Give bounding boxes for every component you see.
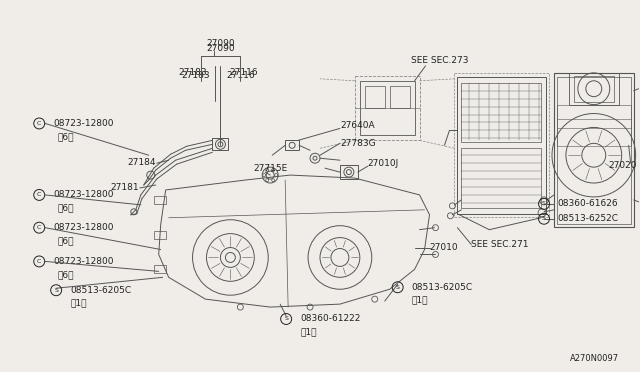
Text: 〈6〉: 〈6〉: [57, 236, 74, 245]
Text: C: C: [37, 192, 42, 198]
Bar: [458, 77, 546, 214]
Text: 27090: 27090: [206, 39, 235, 48]
Bar: [154, 196, 166, 204]
Text: 27116: 27116: [226, 71, 255, 80]
Bar: [569, 73, 619, 105]
Text: 08513-6205C: 08513-6205C: [412, 283, 473, 292]
Text: 〈6〉: 〈6〉: [57, 203, 74, 212]
Text: 〈1〉: 〈1〉: [412, 296, 428, 305]
Text: 27184: 27184: [127, 158, 156, 167]
Text: 27640A: 27640A: [340, 121, 374, 130]
Text: SEE SEC.273: SEE SEC.273: [411, 57, 468, 65]
Text: C: C: [37, 121, 42, 126]
Text: 08360-61222: 08360-61222: [300, 314, 360, 324]
Text: 27181: 27181: [110, 183, 139, 192]
Bar: [390, 86, 410, 108]
Bar: [154, 265, 166, 273]
Text: 27010J: 27010J: [368, 159, 399, 168]
Text: 〈6〉: 〈6〉: [57, 270, 74, 279]
Bar: [154, 231, 166, 238]
Bar: [557, 105, 630, 146]
Text: 27183: 27183: [179, 68, 207, 77]
Text: 08360-61626: 08360-61626: [557, 199, 618, 208]
Text: S: S: [396, 285, 399, 290]
Text: S: S: [284, 317, 288, 321]
Bar: [557, 77, 630, 224]
Text: S: S: [542, 201, 546, 206]
Text: 〈6〉: 〈6〉: [57, 132, 74, 141]
Text: A270N0097: A270N0097: [570, 354, 619, 363]
Text: S: S: [54, 288, 58, 293]
Text: 27090: 27090: [206, 44, 235, 52]
Bar: [554, 73, 634, 227]
Text: 08513-6205C: 08513-6205C: [70, 286, 131, 295]
Text: 〈1〉: 〈1〉: [300, 327, 317, 336]
Text: S: S: [542, 216, 546, 221]
Text: 08513-6252C: 08513-6252C: [557, 214, 618, 223]
Text: 27183: 27183: [181, 71, 210, 80]
Bar: [461, 148, 541, 208]
Text: 08723-12800: 08723-12800: [53, 190, 114, 199]
Text: 08723-12800: 08723-12800: [53, 257, 114, 266]
Text: 〈1〉: 〈1〉: [70, 299, 86, 308]
Text: C: C: [37, 259, 42, 264]
Bar: [454, 73, 549, 217]
Bar: [365, 86, 385, 108]
Text: 27010: 27010: [429, 243, 458, 252]
Bar: [360, 81, 415, 135]
Bar: [574, 76, 614, 102]
Text: 27715E: 27715E: [253, 164, 287, 173]
Text: 08723-12800: 08723-12800: [53, 223, 114, 232]
Bar: [340, 165, 358, 179]
Bar: [212, 138, 228, 150]
Text: C: C: [37, 225, 42, 230]
Text: 27783G: 27783G: [340, 139, 376, 148]
Text: SEE SEC.271: SEE SEC.271: [471, 240, 529, 249]
Bar: [285, 140, 299, 150]
Text: 27116: 27116: [229, 68, 258, 77]
Circle shape: [225, 253, 236, 262]
Bar: [461, 83, 541, 142]
Text: 27020: 27020: [608, 161, 637, 170]
Text: 08723-12800: 08723-12800: [53, 119, 114, 128]
Bar: [355, 76, 420, 140]
